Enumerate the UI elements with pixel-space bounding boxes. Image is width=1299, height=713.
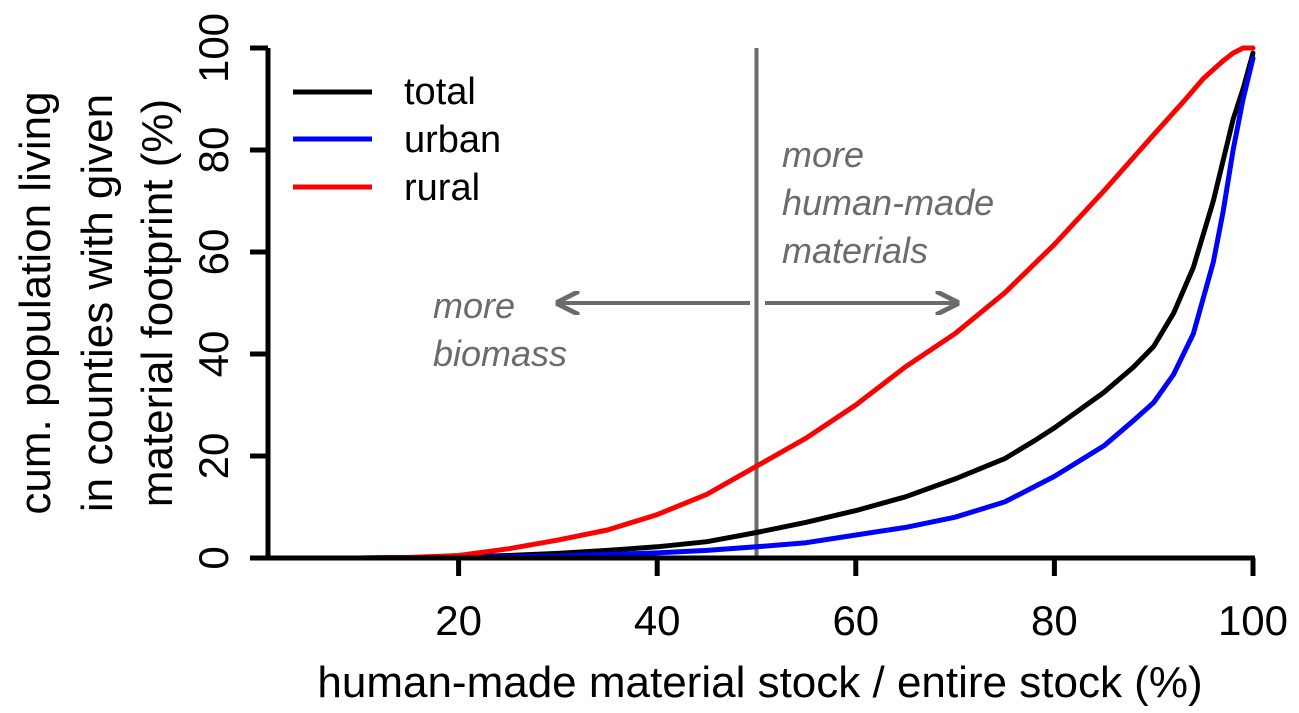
annotation-human-made-line-3: materials [782, 230, 928, 271]
x-tick-label-100: 100 [1218, 597, 1288, 644]
y-axis-title-line-3: material footprint (%) [133, 99, 182, 507]
annotation-biomass-line-1: more [433, 285, 515, 326]
annotation-biomass-line-2: biomass [433, 333, 567, 374]
legend-label-total: total [404, 71, 476, 113]
annotation-more-human-made-materials: more human-made materials [765, 134, 994, 303]
y-axis-title-line-2: in counties with given [73, 94, 122, 512]
y-tick-label-80: 80 [190, 127, 237, 174]
y-tick-label-20: 20 [190, 433, 237, 480]
y-tick-label-0: 0 [190, 546, 237, 569]
series-line-rural [257, 45, 1256, 561]
x-tick-label-20: 20 [435, 597, 482, 644]
legend-label-rural: rural [404, 167, 480, 209]
y-tick-label-100: 100 [190, 13, 237, 83]
series-line-urban [257, 55, 1256, 561]
annotation-more-biomass: more biomass [433, 285, 750, 374]
x-axis-title: human-made material stock / entire stock… [317, 658, 1202, 707]
annotation-human-made-line-1: more [782, 134, 864, 175]
y-axis-title: cum. population living in counties with … [11, 91, 182, 514]
series-layer [257, 45, 1256, 561]
series-line-total [257, 50, 1256, 561]
x-tick-label-80: 80 [1031, 597, 1078, 644]
y-tick-label-40: 40 [190, 331, 237, 378]
x-tick-label-40: 40 [634, 597, 681, 644]
legend: total urban rural [293, 71, 501, 209]
axes-layer: 20 40 60 80 100 0 20 40 60 80 100 [190, 13, 1288, 644]
x-tick-label-60: 60 [832, 597, 879, 644]
y-tick-label-60: 60 [190, 229, 237, 276]
annotation-human-made-line-2: human-made [782, 182, 994, 223]
legend-label-urban: urban [404, 119, 501, 161]
y-axis-title-line-1: cum. population living [11, 91, 60, 514]
